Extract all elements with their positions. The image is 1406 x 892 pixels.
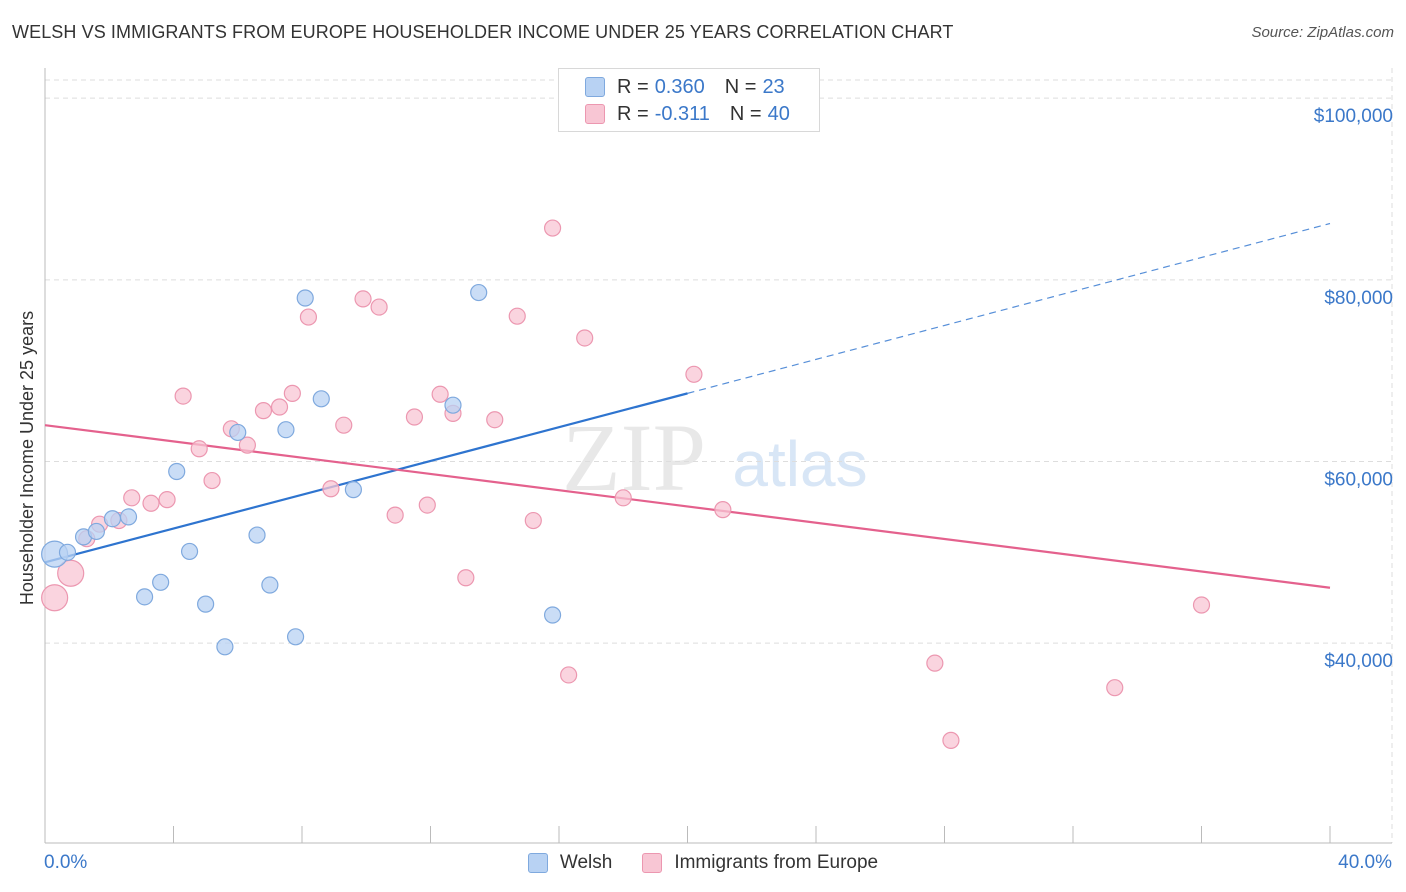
- welsh-point: [180, 542, 199, 561]
- x-tick-max: 40.0%: [1338, 852, 1392, 873]
- welsh-point: [103, 510, 122, 528]
- europe-point: [457, 569, 475, 587]
- welsh-point: [296, 289, 314, 307]
- welsh-point: [135, 588, 154, 606]
- europe-point: [386, 506, 404, 524]
- legend-row-welsh: R = 0.360 N = 23: [585, 74, 785, 100]
- legend-item-europe: Immigrants from Europe: [642, 852, 878, 874]
- welsh-point: [58, 543, 77, 561]
- series-legend: Welsh Immigrants from Europe: [0, 852, 1406, 874]
- welsh-r-label: R =: [617, 75, 649, 98]
- europe-point: [560, 666, 578, 684]
- welsh-swatch: [585, 77, 605, 97]
- data-points: [41, 219, 1211, 749]
- europe-point: [123, 489, 141, 507]
- europe-n-label: N =: [729, 102, 762, 125]
- welsh-point: [168, 462, 186, 481]
- welsh-point: [286, 628, 305, 646]
- welsh-n-label: N =: [724, 75, 757, 98]
- europe-swatch: [585, 104, 605, 124]
- welsh-r-value: 0.360: [654, 75, 705, 98]
- europe-point: [431, 385, 449, 403]
- stats-legend: R = 0.360 N = 23 R = -0.311 N = 40: [558, 68, 820, 132]
- watermark: ZIP atlas: [562, 404, 868, 511]
- europe-point: [942, 731, 960, 749]
- legend-europe-label: Immigrants from Europe: [674, 852, 879, 873]
- europe-point: [714, 501, 732, 519]
- legend-welsh-label: Welsh: [559, 852, 613, 873]
- welsh-point: [543, 606, 562, 624]
- europe-point: [926, 654, 944, 672]
- europe-point: [1192, 596, 1211, 614]
- europe-point: [614, 489, 632, 507]
- europe-point: [508, 307, 526, 325]
- europe-point: [576, 329, 594, 347]
- europe-r-label: R =: [617, 102, 649, 125]
- europe-point: [335, 416, 353, 434]
- y-tick-label: $100,000: [1314, 106, 1393, 127]
- y-axis-label: Householder Income Under 25 years: [17, 311, 37, 605]
- welsh-n-value: 23: [762, 75, 785, 98]
- welsh-point: [119, 508, 138, 526]
- europe-point: [238, 436, 256, 454]
- axes: $40,000 $60,000 $80,000 $100,000: [44, 68, 1393, 844]
- welsh-point: [312, 390, 330, 408]
- europe-point: [203, 471, 221, 490]
- trend-lines: [44, 222, 1331, 589]
- y-tick-label: $60,000: [1324, 470, 1393, 491]
- europe-point: [418, 496, 436, 514]
- europe-point: [41, 584, 69, 612]
- welsh-point: [444, 396, 462, 414]
- welsh-point: [277, 421, 295, 439]
- welsh-point: [152, 573, 170, 591]
- legend-item-welsh: Welsh: [527, 852, 613, 874]
- welsh-point: [87, 522, 106, 541]
- welsh-point: [261, 576, 279, 594]
- europe-point: [190, 440, 208, 458]
- europe-point: [486, 411, 504, 429]
- y-tick-label: $40,000: [1324, 651, 1393, 672]
- legend-europe-swatch: [642, 853, 663, 873]
- chart-title: WELSH VS IMMIGRANTS FROM EUROPE HOUSEHOL…: [12, 22, 954, 42]
- europe-point: [685, 365, 703, 383]
- europe-point: [283, 384, 301, 402]
- europe-point: [299, 308, 318, 326]
- legend-row-europe: R = -0.311 N = 40: [585, 101, 790, 127]
- europe-point: [370, 298, 388, 316]
- europe-r-value: -0.311: [654, 102, 710, 125]
- europe-point: [142, 494, 160, 512]
- legend-welsh-swatch: [527, 853, 548, 873]
- watermark-atlas: atlas: [732, 428, 867, 500]
- europe-point: [322, 480, 340, 498]
- source-credit: Source: ZipAtlas.com: [1251, 24, 1394, 41]
- europe-n-value: 40: [767, 102, 790, 125]
- europe-point: [543, 219, 562, 237]
- welsh-trend-extension: [687, 222, 1331, 394]
- welsh-point: [248, 526, 266, 544]
- europe-point: [405, 408, 424, 426]
- welsh-point: [216, 638, 234, 656]
- europe-point: [158, 491, 176, 509]
- welsh-point: [470, 283, 488, 302]
- europe-point: [1106, 679, 1124, 697]
- europe-point: [354, 290, 372, 308]
- europe-point: [524, 511, 542, 530]
- europe-point: [254, 402, 273, 420]
- y-tick-label: $80,000: [1324, 288, 1393, 309]
- welsh-point: [229, 423, 247, 442]
- x-tick-min: 0.0%: [44, 852, 88, 873]
- welsh-point: [344, 481, 362, 499]
- gridlines: [45, 68, 1393, 843]
- welsh-trend-line: [44, 392, 688, 564]
- europe-trend-line: [44, 424, 1331, 589]
- welsh-point: [197, 595, 215, 613]
- europe-point: [270, 398, 289, 416]
- europe-point: [174, 387, 192, 405]
